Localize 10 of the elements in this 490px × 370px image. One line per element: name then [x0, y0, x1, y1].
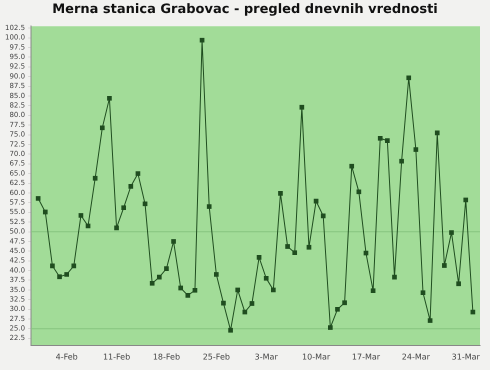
- x-tick-label: 25-Feb: [202, 352, 230, 362]
- x-tick-label: 4-Feb: [56, 352, 78, 362]
- x-tick-label: 31-Mar: [452, 352, 481, 362]
- x-tick-label: 10-Mar: [302, 352, 331, 362]
- x-tick-label: 24-Mar: [402, 352, 431, 362]
- x-tick-label: 3-Mar: [254, 352, 278, 362]
- x-tick-label: 17-Mar: [352, 352, 381, 362]
- x-tick-label: 18-Feb: [152, 352, 180, 362]
- x-tick-label: 11-Feb: [102, 352, 130, 362]
- chart-title: Merna stanica Grabovac - pregled dnevnih vrednosti: [51, 1, 439, 19]
